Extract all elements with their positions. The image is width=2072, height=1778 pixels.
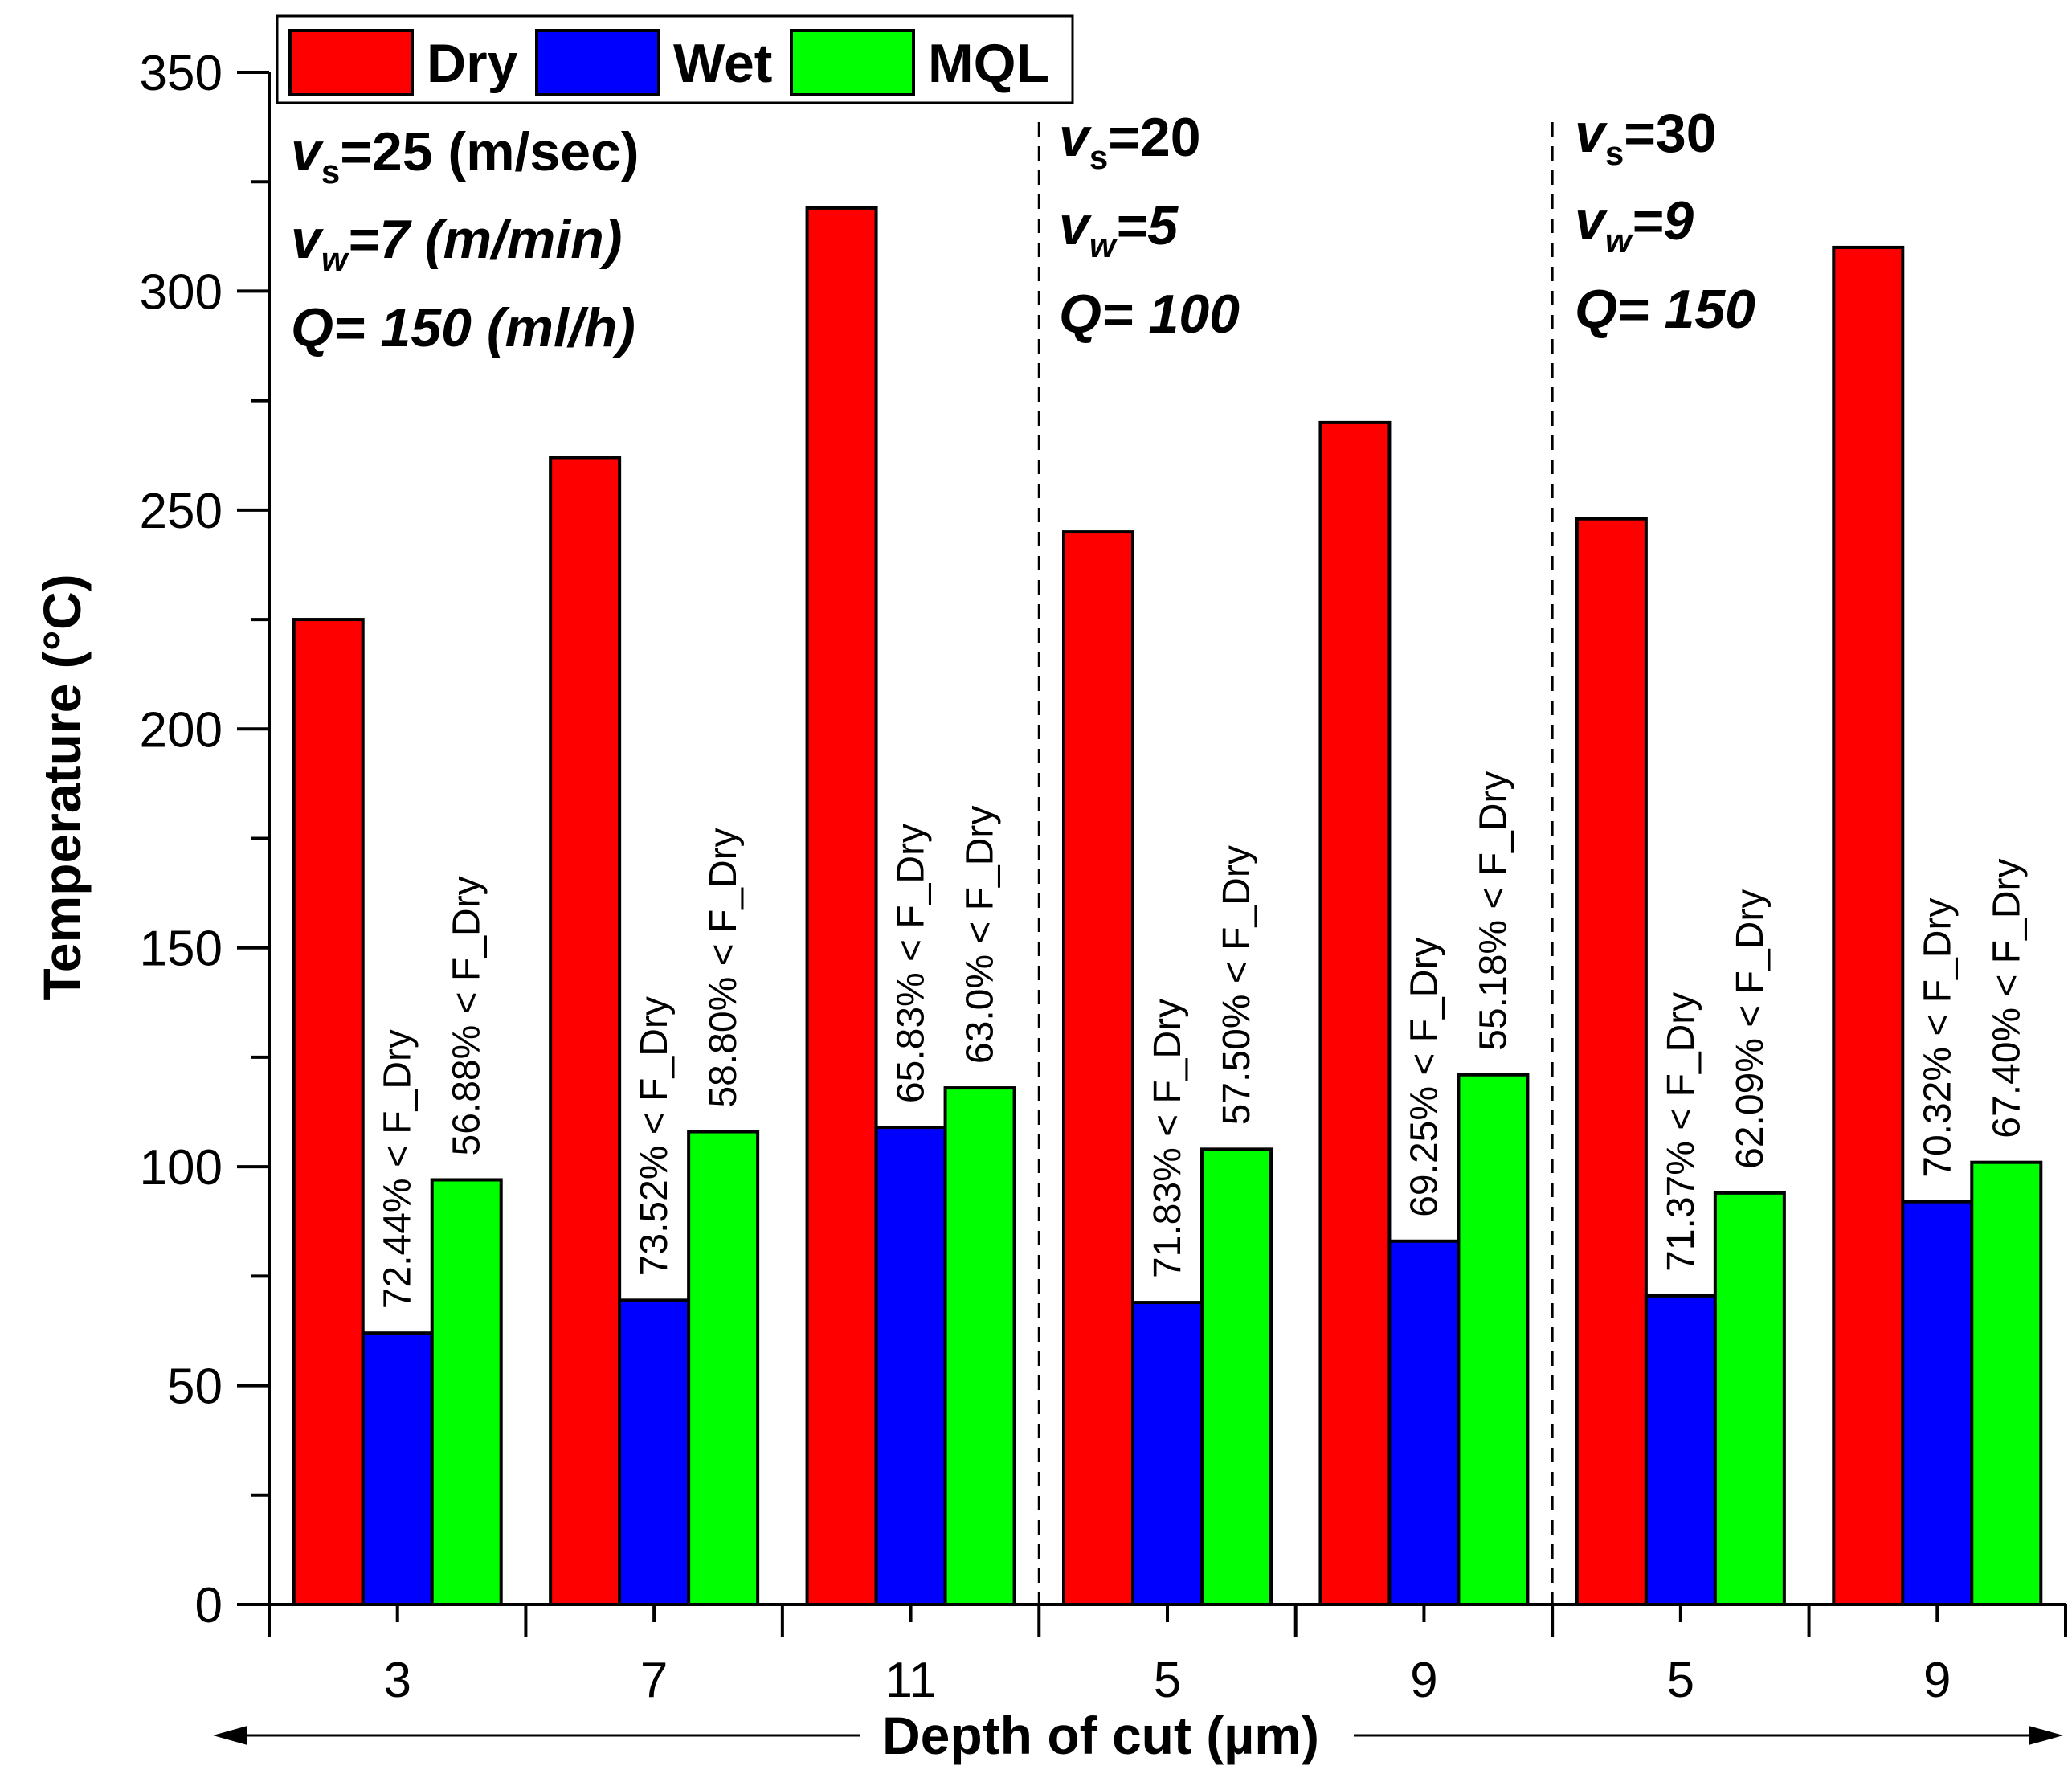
bar-wet-1 — [361, 1331, 434, 1607]
legend-label-wet: Wet — [673, 33, 772, 94]
x-axis-arrows — [213, 1726, 2063, 1745]
bar-mql-1 — [430, 1178, 503, 1606]
bar-label-mql-3: 63.0% < F_Dry — [959, 806, 1002, 1064]
bar-mql-2 — [687, 1130, 760, 1607]
params-group-1: vs=25 (m/sec) vw=7 (m/min) Q= 150 (ml/h) — [291, 121, 640, 358]
bar-dry-1 — [292, 618, 365, 1606]
y-tick-label-0: 0 — [195, 1578, 223, 1633]
bar-wet-7 — [1901, 1200, 1974, 1607]
legend-swatch-wet — [535, 29, 660, 96]
left-arrow-head — [213, 1726, 247, 1745]
legend-label-dry: Dry — [427, 33, 518, 94]
bar-wet-5 — [1387, 1239, 1461, 1606]
bar-label-wet-3: 65.83% < F_Dry — [890, 824, 933, 1103]
x-tick-label-2: 7 — [640, 1653, 668, 1708]
y-tick-label-50: 50 — [167, 1359, 223, 1415]
param-vs-group-1: vs=25 (m/sec) — [291, 121, 640, 190]
bar-wet-6 — [1644, 1294, 1717, 1607]
bar-mql-6 — [1713, 1191, 1786, 1606]
x-tick-label-5: 9 — [1410, 1653, 1437, 1708]
param-vw-group-1: vw=7 (m/min) — [291, 209, 622, 278]
legend-swatch-mql — [790, 29, 915, 96]
bar-label-mql-4: 57.50% < F_Dry — [1216, 845, 1258, 1125]
param-q-group-1: Q= 150 (ml/h) — [291, 297, 635, 358]
param-vs-group-2: vs=20 — [1059, 107, 1201, 176]
bar-wet-4 — [1131, 1301, 1204, 1606]
bar-dry-7 — [1832, 245, 1905, 1606]
legend-swatch-dry — [288, 29, 414, 96]
bar-label-wet-6: 71.37% < F_Dry — [1660, 992, 1702, 1272]
right-arrow-head — [2029, 1726, 2063, 1745]
bar-dry-6 — [1575, 517, 1648, 1606]
bar-mql-7 — [1970, 1160, 2043, 1607]
bar-label-wet-4: 71.83% < F_Dry — [1146, 999, 1189, 1278]
bar-label-wet-2: 73.52% < F_Dry — [633, 996, 676, 1276]
bar-dry-4 — [1062, 530, 1134, 1606]
param-vs-group-3: vs=30 — [1575, 103, 1717, 172]
legend: Dry Wet MQL — [276, 14, 1074, 104]
y-tick-label-150: 150 — [140, 922, 223, 977]
x-tick-label-1: 3 — [383, 1653, 411, 1708]
bar-wet-2 — [618, 1298, 691, 1607]
bar-label-mql-1: 56.88% < F_Dry — [446, 876, 488, 1155]
param-q-group-2: Q= 100 — [1059, 284, 1240, 345]
bar-label-mql-5: 55.18% < F_Dry — [1472, 771, 1514, 1051]
param-q-group-3: Q= 150 — [1575, 279, 1755, 340]
bar-dry-5 — [1318, 420, 1392, 1606]
x-tick-label-6: 5 — [1667, 1653, 1694, 1708]
bar-label-mql-2: 58.80% < F_Dry — [702, 828, 745, 1107]
bar-mql-3 — [943, 1086, 1016, 1607]
legend-label-mql: MQL — [928, 33, 1049, 94]
x-tick-label-4: 5 — [1154, 1653, 1181, 1708]
param-vw-group-3: vw=9 — [1575, 190, 1694, 260]
y-tick-label-350: 350 — [140, 46, 223, 101]
params-group-2: vs=20 vw=5 Q= 100 — [1059, 107, 1240, 345]
params-group-3: vs=30 vw=9 Q= 150 — [1575, 103, 1755, 340]
bar-mql-5 — [1457, 1073, 1530, 1607]
x-tick-label-3: 11 — [885, 1653, 936, 1708]
bar-dry-3 — [805, 206, 878, 1606]
bar-mql-4 — [1200, 1147, 1273, 1606]
y-tick-label-100: 100 — [140, 1140, 223, 1196]
bar-label-mql-6: 62.09% < F_Dry — [1729, 889, 1772, 1169]
x-axis-title: Depth of cut (µm) — [882, 1706, 1319, 1765]
bar-label-wet-1: 72.44% < F_Dry — [377, 1029, 419, 1309]
y-tick-label-300: 300 — [140, 264, 223, 320]
bar-dry-2 — [549, 456, 622, 1607]
bar-label-mql-7: 67.40% < F_Dry — [1985, 859, 2028, 1138]
bar-label-wet-7: 70.32% < F_Dry — [1916, 898, 1959, 1178]
bar-label-wet-5: 69.25% < F_Dry — [1403, 938, 1445, 1217]
y-tick-label-250: 250 — [140, 484, 223, 539]
bar-wet-3 — [874, 1126, 947, 1606]
param-vw-group-2: vw=5 — [1059, 195, 1179, 264]
plot-area: 72.44% < F_Dry 56.88% < F_Dry 73.52% < F_D… — [140, 46, 2067, 1708]
y-tick-label-200: 200 — [140, 702, 223, 758]
y-axis-title: Temperature (°C) — [32, 574, 92, 1000]
x-tick-label-7: 9 — [1923, 1653, 1951, 1708]
